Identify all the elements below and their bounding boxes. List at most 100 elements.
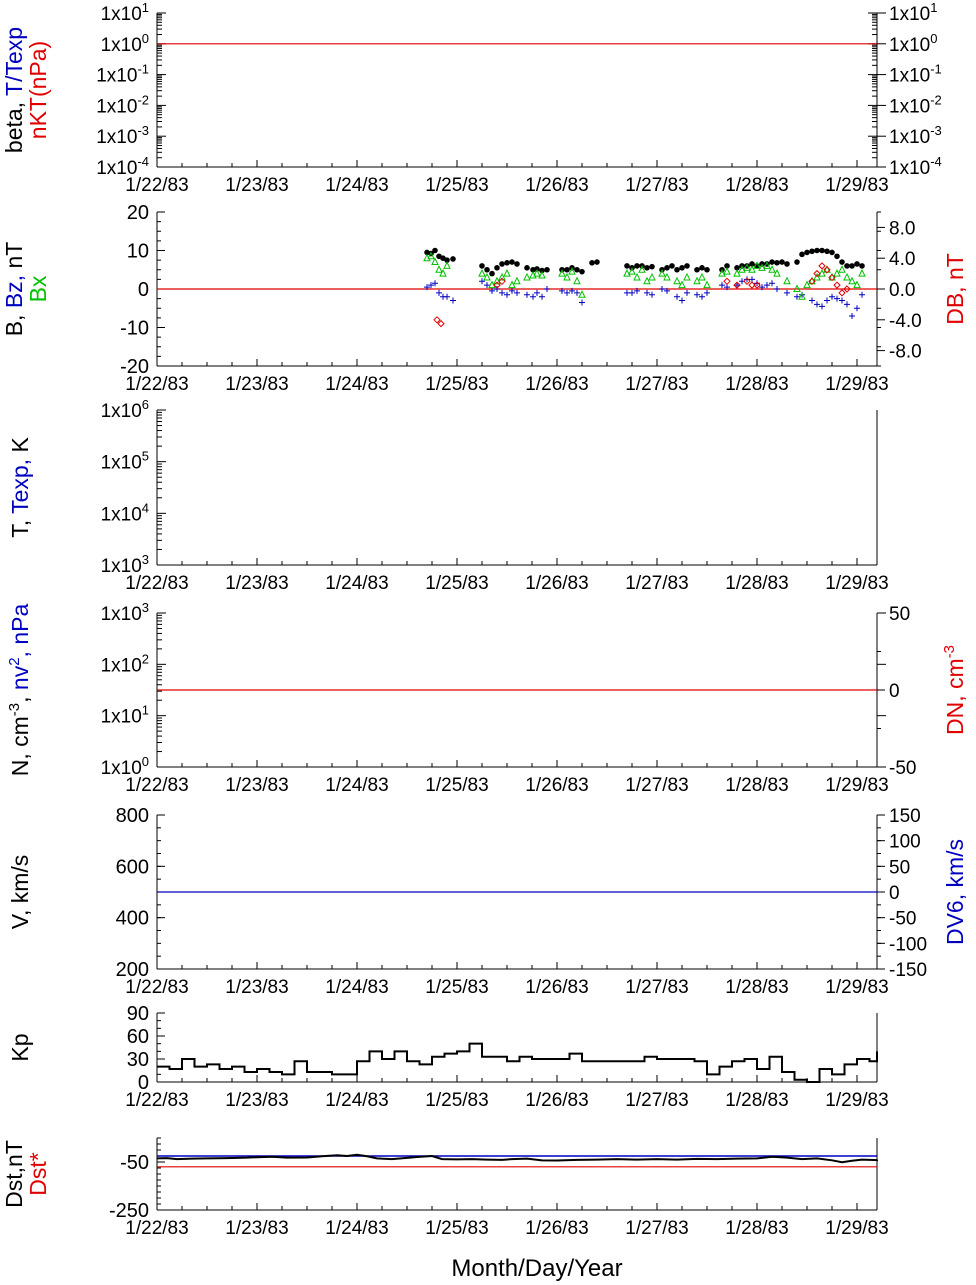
point-Bx [523, 272, 531, 281]
point-Bx [431, 257, 439, 266]
y-tick-label-exp: 4 [142, 500, 149, 515]
point-Bx [848, 276, 856, 285]
point-Bz [524, 291, 530, 298]
point-Bz [544, 286, 550, 292]
point-Bx [703, 280, 711, 289]
x-tick-label: 1/22/83 [125, 1218, 188, 1239]
point-Bx [435, 265, 443, 273]
y-right-axis-label-part: DB, nT [942, 253, 968, 325]
point-DB [843, 285, 851, 293]
x-tick-label: 1/25/83 [425, 977, 488, 998]
point-Bz [844, 301, 850, 308]
point-DB [743, 277, 751, 286]
x-tick-label: 1/23/83 [225, 573, 288, 594]
point-B [484, 266, 490, 273]
point-Bx [793, 284, 801, 292]
point-Bx [623, 268, 631, 277]
y-tick-label-exp: -1 [137, 62, 149, 77]
y-tick-label: 1x103 [101, 552, 149, 577]
point-B [669, 263, 675, 269]
point-B [849, 263, 855, 269]
point-B [674, 266, 680, 273]
y-right-tick-label-exp: -2 [930, 92, 942, 107]
x-tick-label: 1/28/83 [725, 175, 788, 196]
point-Bx [628, 267, 636, 275]
point-Bz [534, 289, 540, 296]
y-tick-label-exp: 2 [142, 651, 149, 666]
y-right-tick-label: -8.0 [889, 342, 922, 363]
y-tick-label: 60 [127, 1026, 149, 1048]
point-Bx [663, 272, 671, 281]
point-Bx [573, 276, 581, 285]
y-tick-label: 1x101 [101, 0, 149, 25]
x-tick-label: 1/23/83 [225, 977, 288, 998]
y-tick-label: 0 [138, 279, 149, 301]
point-Bz [569, 287, 575, 294]
x-tick-label: 1/23/83 [225, 175, 288, 196]
y-axis-label-part: Kp [7, 1033, 33, 1061]
y-right-tick-label-exp: -4 [930, 154, 942, 169]
point-Bx [683, 272, 691, 281]
point-Bz [699, 293, 705, 300]
y-tick-label-base: 1x10 [96, 158, 137, 179]
point-Bx [733, 268, 741, 277]
y-tick-label: -50 [120, 1152, 149, 1174]
point-Bx [838, 265, 846, 273]
point-Bz [674, 293, 680, 300]
y-right-tick-label: 150 [889, 806, 921, 827]
point-Bz [499, 289, 505, 296]
point-Bz [704, 289, 710, 296]
x-tick-label: 1/29/83 [825, 1090, 888, 1111]
y-axis-label: beta, T/Texp [1, 27, 27, 153]
point-B [432, 247, 438, 254]
y-right-tick-label-base: 1x10 [889, 66, 930, 87]
point-B [699, 265, 705, 271]
y-right-tick-label-base: 1x10 [889, 127, 930, 148]
y-tick-label-exp: 0 [142, 31, 149, 46]
point-Bx [658, 268, 666, 277]
point-Bx [758, 263, 766, 271]
y-tick-label-base: 1x10 [101, 655, 142, 676]
point-Bz [859, 291, 865, 298]
x-tick-label: 1/24/83 [325, 1218, 388, 1239]
x-tick-label: 1/25/83 [425, 1218, 488, 1239]
y-right-tick-label-base: 1x10 [889, 96, 930, 117]
point-Bz [634, 287, 640, 294]
x-tick-label: 1/23/83 [225, 1218, 288, 1239]
point-DB [808, 277, 816, 286]
x-tick-label: 1/24/83 [325, 775, 388, 796]
point-Bx [483, 272, 491, 281]
point-B [769, 259, 775, 265]
point-DB [823, 266, 831, 274]
y-axis-label-2: Dst* [25, 1152, 51, 1196]
point-Bx [798, 292, 806, 300]
y-axis-label: Dst,nT [1, 1140, 27, 1208]
point-B [794, 259, 800, 265]
point-B [450, 256, 456, 262]
point-Bx [503, 268, 511, 277]
y-tick-label-exp: -4 [137, 154, 149, 169]
y-tick-label: 800 [116, 805, 149, 827]
point-B [749, 261, 755, 267]
y-right-tick-label-base: 1x10 [889, 4, 930, 25]
x-tick-label: 1/26/83 [525, 374, 588, 395]
point-Bz [734, 282, 740, 289]
point-Bz [664, 287, 670, 294]
y-axis-label-2-part: Dst* [25, 1152, 51, 1196]
point-Bz [432, 280, 438, 287]
y-axis-label-part: , [7, 690, 33, 703]
point-DB [838, 289, 846, 297]
panel-t: 1/22/83 1/23/83 1/24/83 1/25/83 1/26/83 1/27/… [7, 397, 889, 594]
point-Bx [493, 276, 501, 285]
y-tick-label-base: 1x10 [101, 556, 142, 577]
y-axis-label-part: K [7, 437, 33, 453]
x-tick-label: 1/27/83 [625, 775, 688, 796]
point-Bx [498, 272, 506, 281]
point-Bx [743, 263, 751, 271]
point-B [834, 253, 840, 260]
point-DB [748, 281, 756, 289]
point-Bz [809, 297, 815, 304]
point-B [859, 263, 865, 269]
point-Bx [568, 267, 576, 275]
y-right-axis-label: DN, cm-3 [941, 645, 968, 735]
